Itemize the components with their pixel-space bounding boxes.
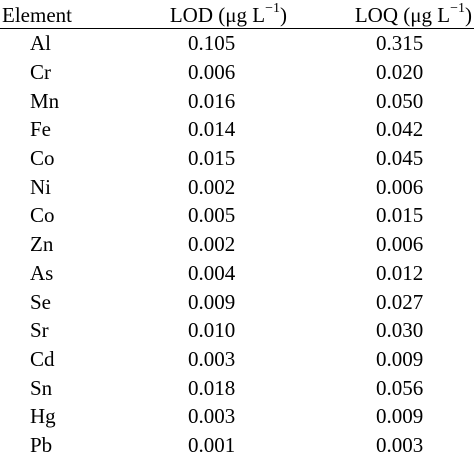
table-row: Se 0.009 0.027 <box>0 287 474 316</box>
header-loq: LOQ (μg L−1) <box>287 0 474 29</box>
cell-loq: 0.009 <box>376 346 424 371</box>
cell-lod: 0.009 <box>188 289 236 314</box>
header-row: Element LOD (μg L−1) LOQ (μg L−1) <box>0 0 474 29</box>
cell-lod: 0.010 <box>188 318 236 343</box>
cell-loq: 0.027 <box>376 289 424 314</box>
cell-lod: 0.016 <box>188 88 236 113</box>
cell-lod: 0.105 <box>188 31 236 56</box>
cell-element: Pb <box>30 432 53 457</box>
table-row: Sr 0.010 0.030 <box>0 316 474 345</box>
table-row: Pb 0.001 0.003 <box>0 431 474 460</box>
cell-element: Cd <box>30 346 55 371</box>
cell-loq: 0.012 <box>376 260 424 285</box>
table-row: Cr 0.006 0.020 <box>0 58 474 87</box>
cell-lod: 0.002 <box>188 232 236 257</box>
cell-lod: 0.003 <box>188 346 236 371</box>
cell-loq: 0.009 <box>376 404 424 429</box>
cell-loq: 0.315 <box>376 31 424 56</box>
cell-lod: 0.014 <box>188 117 236 142</box>
cell-element: Mn <box>30 88 60 113</box>
header-lod: LOD (μg L−1) <box>92 0 287 29</box>
cell-element: Sr <box>30 318 49 343</box>
cell-lod: 0.018 <box>188 375 236 400</box>
cell-loq: 0.030 <box>376 318 424 343</box>
header-lod-sup: −1 <box>265 1 280 16</box>
cell-element: Ni <box>30 174 51 199</box>
cell-loq: 0.006 <box>376 232 424 257</box>
cell-loq: 0.003 <box>376 432 424 457</box>
cell-loq: 0.015 <box>376 203 424 228</box>
cell-element: Se <box>30 289 51 314</box>
header-element: Element <box>0 0 92 29</box>
table-body: Al 0.105 0.315 Cr 0.006 0.020 Mn 0.016 0.050 Fe 0.… <box>0 29 474 460</box>
cell-loq: 0.056 <box>376 375 424 400</box>
table-header: Element LOD (μg L−1) LOQ (μg L−1) <box>0 0 474 29</box>
cell-loq: 0.042 <box>376 117 424 142</box>
cell-element: Sn <box>30 375 53 400</box>
cell-element: Co <box>30 203 55 228</box>
header-loq-prefix: LOQ (μg L <box>354 3 451 27</box>
header-lod-prefix: LOD (μg L <box>169 3 266 27</box>
cell-lod: 0.003 <box>188 404 236 429</box>
table-row: Cd 0.003 0.009 <box>0 345 474 374</box>
header-loq-suffix: ) <box>465 3 472 27</box>
cell-element: Fe <box>30 117 51 142</box>
cell-loq: 0.045 <box>376 146 424 171</box>
cell-loq: 0.050 <box>376 88 424 113</box>
table-row: Hg 0.003 0.009 <box>0 402 474 431</box>
table-row: Co 0.005 0.015 <box>0 201 474 230</box>
cell-lod: 0.015 <box>188 146 236 171</box>
table-row: Al 0.105 0.315 <box>0 29 474 58</box>
cell-lod: 0.006 <box>188 60 236 85</box>
table-row: Sn 0.018 0.056 <box>0 373 474 402</box>
cell-loq: 0.020 <box>376 60 424 85</box>
table-row: As 0.004 0.012 <box>0 259 474 288</box>
cell-lod: 0.002 <box>188 174 236 199</box>
header-loq-sup: −1 <box>450 1 465 16</box>
table-row: Zn 0.002 0.006 <box>0 230 474 259</box>
cell-element: As <box>30 260 54 285</box>
cell-element: Zn <box>30 232 54 257</box>
cell-element: Al <box>30 31 51 56</box>
cell-element: Hg <box>30 404 56 429</box>
cell-lod: 0.004 <box>188 260 236 285</box>
cell-element: Cr <box>30 60 51 85</box>
table-row: Co 0.015 0.045 <box>0 144 474 173</box>
cell-loq: 0.006 <box>376 174 424 199</box>
cell-lod: 0.001 <box>188 432 236 457</box>
table-row: Fe 0.014 0.042 <box>0 115 474 144</box>
table-row: Mn 0.016 0.050 <box>0 86 474 115</box>
table-row: Ni 0.002 0.006 <box>0 172 474 201</box>
header-lod-suffix: ) <box>280 3 287 27</box>
cell-lod: 0.005 <box>188 203 236 228</box>
cell-element: Co <box>30 146 55 171</box>
